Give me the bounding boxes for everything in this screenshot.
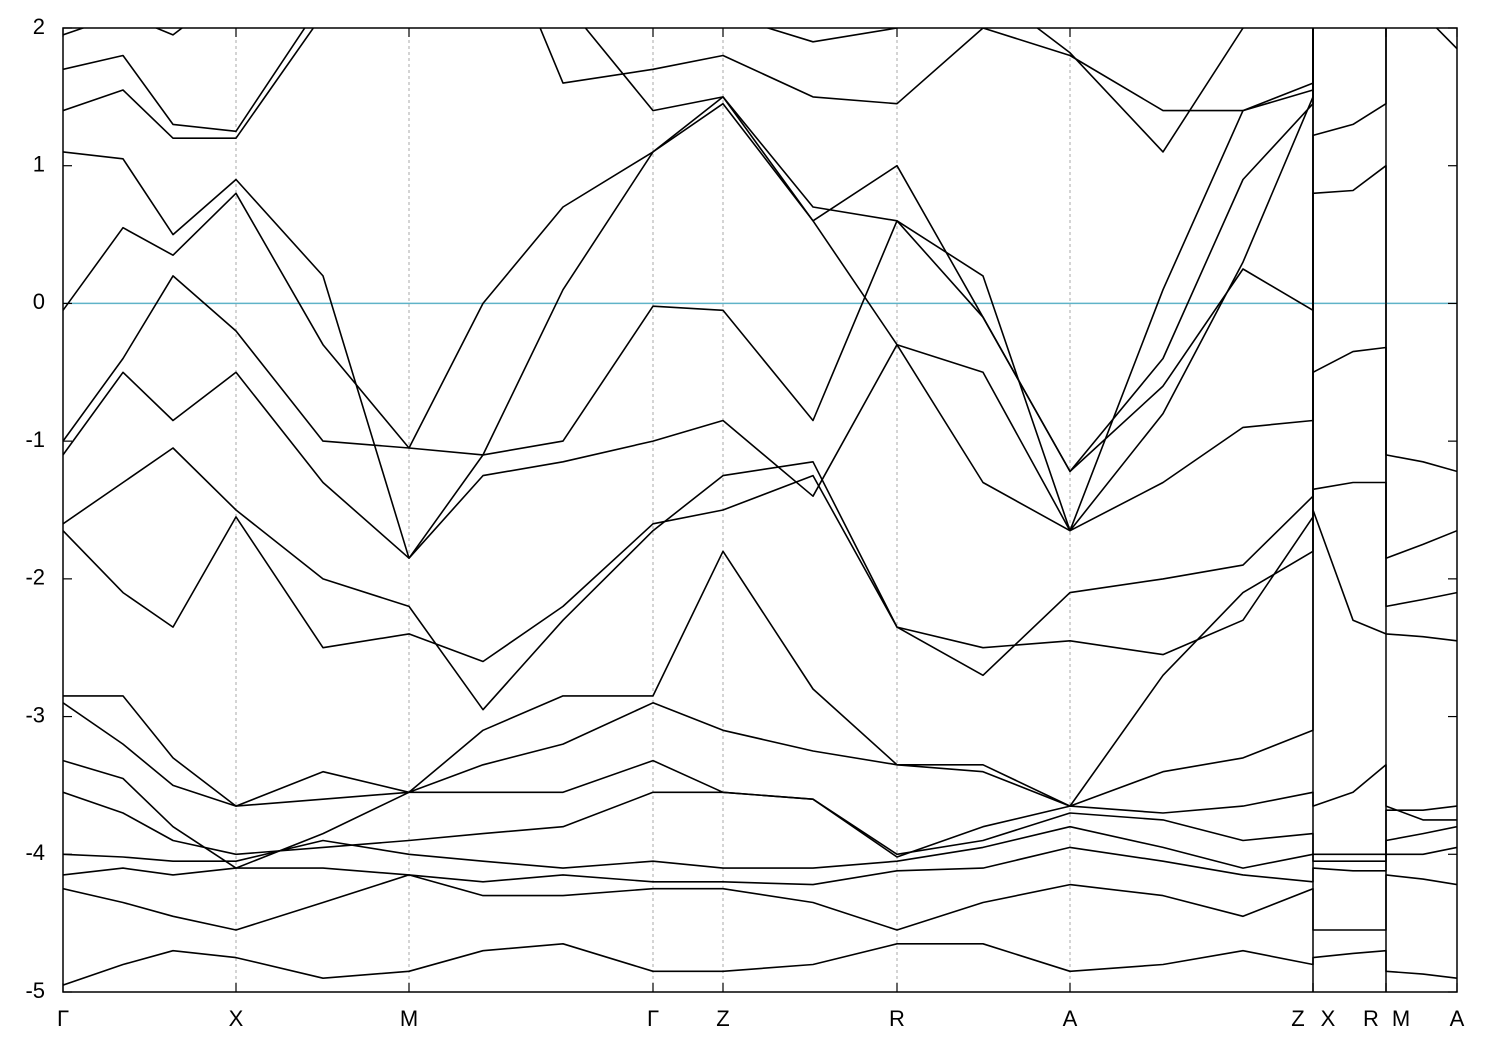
band-line bbox=[63, 791, 1457, 856]
band-line bbox=[63, 509, 1457, 807]
y-tick-label: 0 bbox=[33, 289, 45, 314]
y-tick-label: -4 bbox=[25, 840, 45, 865]
x-tick-label: X bbox=[1321, 1006, 1336, 1031]
y-tick-label: -5 bbox=[25, 978, 45, 1003]
y-tick-label: 2 bbox=[33, 14, 45, 39]
band-line bbox=[63, 28, 1314, 532]
band-line bbox=[63, 943, 1457, 986]
band-line bbox=[63, 28, 1457, 559]
ticks: 210-1-2-3-4-5Γ X M Γ Z R A Z X R M A bbox=[25, 14, 1464, 1031]
y-tick-label: 1 bbox=[33, 152, 45, 177]
x-tick-label: X bbox=[229, 1006, 244, 1031]
plot-frame bbox=[62, 27, 1458, 993]
grid bbox=[63, 28, 1457, 992]
band-line bbox=[63, 164, 1457, 711]
band-line bbox=[63, 28, 1314, 473]
band-line bbox=[63, 481, 1457, 807]
band-line bbox=[63, 28, 1314, 133]
x-tick-label: M bbox=[1392, 1006, 1410, 1031]
x-tick-label: R bbox=[1363, 1006, 1379, 1031]
y-tick-label: -1 bbox=[25, 427, 45, 452]
bands bbox=[63, 28, 1457, 986]
band-line bbox=[63, 825, 1457, 869]
x-tick-label: Γ bbox=[57, 1006, 69, 1031]
x-tick-label: A bbox=[1063, 1006, 1078, 1031]
band-line bbox=[63, 874, 1457, 931]
x-tick-label: M bbox=[400, 1006, 418, 1031]
band-line bbox=[63, 28, 1314, 559]
band-line bbox=[63, 846, 1457, 886]
band-line bbox=[63, 28, 1314, 473]
x-tick-label: R bbox=[889, 1006, 905, 1031]
x-tick-label: Γ bbox=[647, 1006, 659, 1031]
x-tick-label: Z bbox=[716, 1006, 729, 1031]
y-tick-label: -2 bbox=[25, 565, 45, 590]
y-tick-label: -3 bbox=[25, 702, 45, 727]
x-tick-label: A bbox=[1450, 1006, 1465, 1031]
band-line bbox=[63, 759, 1457, 869]
x-tick-label: Z bbox=[1291, 1006, 1304, 1031]
band-line bbox=[63, 346, 1457, 663]
